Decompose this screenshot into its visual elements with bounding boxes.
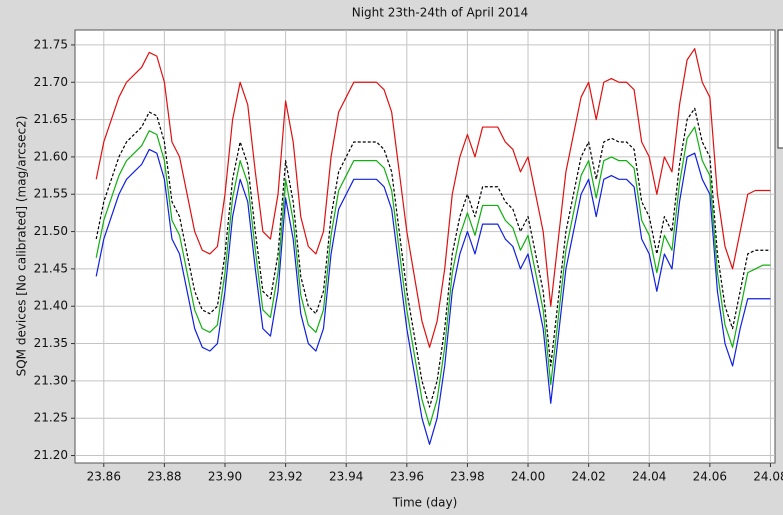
y-tick-label: 21.30 — [34, 373, 68, 387]
x-tick-label: 24.04 — [632, 470, 666, 484]
series-line — [95, 126, 771, 427]
x-tick-label: 23.96 — [390, 470, 424, 484]
y-tick-label: 21.45 — [34, 261, 68, 275]
y-axis-title: SQM devices [No calibrated] (mag/arcsec2… — [15, 116, 29, 377]
chart-title: Night 23th-24th of April 2014 — [352, 6, 529, 20]
lines — [95, 48, 771, 445]
series-line — [95, 148, 771, 445]
x-axis-title: Time (day) — [392, 496, 458, 510]
x-tick-label: 24.08 — [753, 470, 783, 484]
x-tick-label: 23.98 — [450, 470, 484, 484]
legend-box — [777, 29, 783, 149]
y-tick-label: 21.55 — [34, 187, 68, 201]
y-tick-label: 21.20 — [34, 448, 68, 462]
y-tick-label: 21.60 — [34, 149, 68, 163]
y-tick-label: 21.40 — [34, 299, 68, 313]
x-tick-label: 23.86 — [87, 470, 121, 484]
x-tick-label: 24.02 — [571, 470, 605, 484]
x-tick-label: 23.88 — [147, 470, 181, 484]
series-line — [95, 48, 771, 348]
labels: 21.20 21.25 21.30 21.35 21.40 21.45 21.50 21.55… — [34, 37, 783, 483]
y-tick-label: 21.25 — [34, 411, 68, 425]
series-line — [95, 107, 771, 408]
y-tick-label: 21.65 — [34, 112, 68, 126]
x-tick-label: 23.90 — [208, 470, 242, 484]
y-tick-label: 21.35 — [34, 336, 68, 350]
grid — [71, 30, 775, 467]
y-tick-label: 21.70 — [34, 75, 68, 89]
x-tick-label: 23.92 — [268, 470, 302, 484]
y-tick-label: 21.50 — [34, 224, 68, 238]
x-tick-label: 24.06 — [693, 470, 727, 484]
x-tick-label: 24.00 — [511, 470, 545, 484]
y-tick-label: 21.75 — [34, 37, 68, 51]
x-tick-label: 23.94 — [329, 470, 363, 484]
